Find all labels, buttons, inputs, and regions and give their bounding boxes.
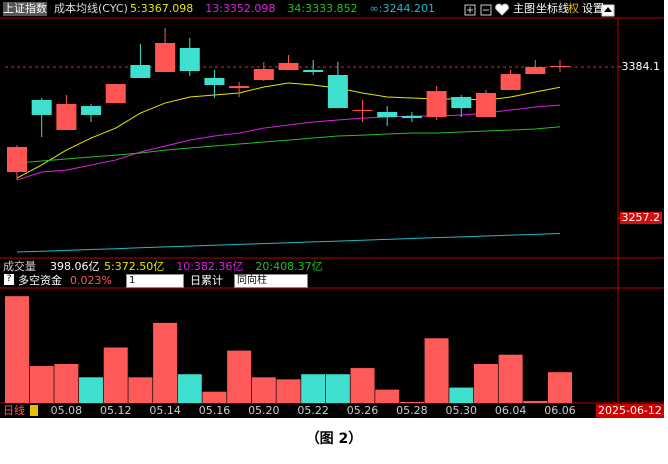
- bar: [473, 363, 498, 403]
- bar: [325, 374, 350, 403]
- bar: [128, 377, 153, 403]
- legend-entry: 5:3367.098: [130, 2, 194, 15]
- legend-entry: 20:408.37亿: [255, 260, 323, 273]
- bar: [251, 377, 276, 403]
- candle-body: [401, 116, 422, 119]
- x-tick-label: 05.16: [199, 404, 231, 417]
- style-select[interactable]: 同向柱: [234, 274, 308, 288]
- candle-body: [278, 62, 299, 70]
- x-tick-label: 05.20: [248, 404, 280, 417]
- candle-body: [81, 106, 102, 115]
- candle-body: [475, 92, 496, 117]
- bar: [375, 389, 400, 403]
- bar: [276, 379, 301, 403]
- end-date: 2025-06-12: [596, 404, 664, 418]
- legend: 5:3367.098 13:3352.098 34:3333.852 ∞:3244.2…: [130, 2, 447, 16]
- candle-body: [179, 47, 200, 72]
- bar: [449, 387, 474, 403]
- bar: [153, 322, 178, 403]
- toolbar-icons: [464, 3, 615, 17]
- toolbar-item[interactable]: 主图: [513, 2, 535, 15]
- bar: [301, 374, 326, 403]
- candle-body: [550, 65, 570, 68]
- tick-highlight: [620, 212, 662, 225]
- x-tick-label: 05.08: [51, 404, 83, 417]
- y-tick-label: 3257.2: [622, 211, 661, 224]
- help-icon[interactable]: ?: [4, 274, 14, 285]
- bar: [399, 401, 424, 403]
- legend-entry: ∞:3244.201: [369, 2, 435, 15]
- mode-label: 日累计: [190, 274, 223, 287]
- bar: [103, 347, 128, 403]
- bar: [227, 350, 252, 403]
- legend-entry: 34:3333.852: [287, 2, 358, 15]
- indicator-name: 成本均线(CYC): [54, 2, 128, 15]
- ma-line: [16, 104, 561, 181]
- x-tick-label: 05.22: [297, 404, 329, 417]
- candle-body: [229, 86, 250, 89]
- icon: [604, 7, 612, 12]
- x-tick-label: 05.14: [149, 404, 181, 417]
- candle-body: [327, 74, 348, 109]
- legend-entry: 10:382.36亿: [176, 260, 244, 273]
- x-tick-label: 06.06: [544, 404, 576, 417]
- x-tick-label: 05.12: [100, 404, 132, 417]
- zoom-in[interactable]: [464, 4, 476, 16]
- period-label[interactable]: 日线: [3, 404, 25, 417]
- bar: [548, 372, 572, 403]
- volume-label: 成交量: [3, 260, 36, 273]
- indicator-value: 0.023%: [70, 274, 112, 287]
- x-tick-label: 05.26: [347, 404, 379, 417]
- bar: [424, 338, 449, 403]
- period-icon[interactable]: [30, 405, 38, 416]
- candle-body: [105, 84, 126, 104]
- volume-value: 398.06亿: [50, 260, 100, 273]
- bar: [5, 296, 29, 403]
- bar: [350, 368, 375, 403]
- period-select[interactable]: 1: [126, 274, 184, 288]
- candle-body: [352, 109, 373, 111]
- volume-legend: 5:372.50亿 10:382.36亿 20:408.37亿: [104, 260, 335, 274]
- candle-body: [525, 67, 546, 75]
- candle-body: [155, 42, 176, 73]
- ma-line: [16, 126, 561, 164]
- bar: [79, 377, 104, 403]
- chart-frame: 3384.1 3257.2 05.08 05.12 05.14 05.16 05.20 05.…: [0, 0, 664, 418]
- bar: [177, 374, 202, 403]
- toolbar-item[interactable]: 设置: [582, 2, 604, 15]
- legend-entry: 13:3352.098: [205, 2, 276, 15]
- candle-body: [253, 69, 274, 80]
- bar: [202, 391, 227, 403]
- candle-body: [303, 69, 324, 73]
- x-tick-label: 05.30: [446, 404, 478, 417]
- bar: [498, 354, 523, 403]
- candle-body: [56, 104, 77, 130]
- candle-body: [7, 146, 27, 172]
- legend-entry: 5:372.50亿: [104, 260, 165, 273]
- candle-body: [377, 112, 398, 117]
- x-tick-label: 06.04: [495, 404, 527, 417]
- caption: （图 2）: [305, 431, 363, 447]
- symbol: 上证指数: [3, 2, 47, 16]
- toolbar-item[interactable]: 坐标线: [536, 2, 569, 15]
- bar: [523, 400, 548, 403]
- candle-body: [451, 97, 472, 109]
- chart: 3384.1 3257.2 05.08 05.12 05.14 05.16 05.20 05.…: [0, 3, 664, 418]
- favorite[interactable]: [495, 3, 509, 16]
- toolbar-item[interactable]: 权: [568, 2, 579, 15]
- zoom-out[interactable]: [480, 4, 492, 16]
- indicator-label: 多空资金: [18, 274, 62, 287]
- candle-body: [204, 77, 225, 85]
- candle-body: [500, 74, 521, 90]
- candle-body: [130, 65, 151, 78]
- x-tick-label: 05.28: [396, 404, 428, 417]
- bar: [54, 363, 79, 403]
- ma-line: [16, 232, 561, 253]
- bar: [29, 366, 54, 403]
- candle-body: [31, 99, 52, 115]
- y-tick-label: 3384.1: [622, 60, 661, 73]
- candle-body: [426, 91, 447, 117]
